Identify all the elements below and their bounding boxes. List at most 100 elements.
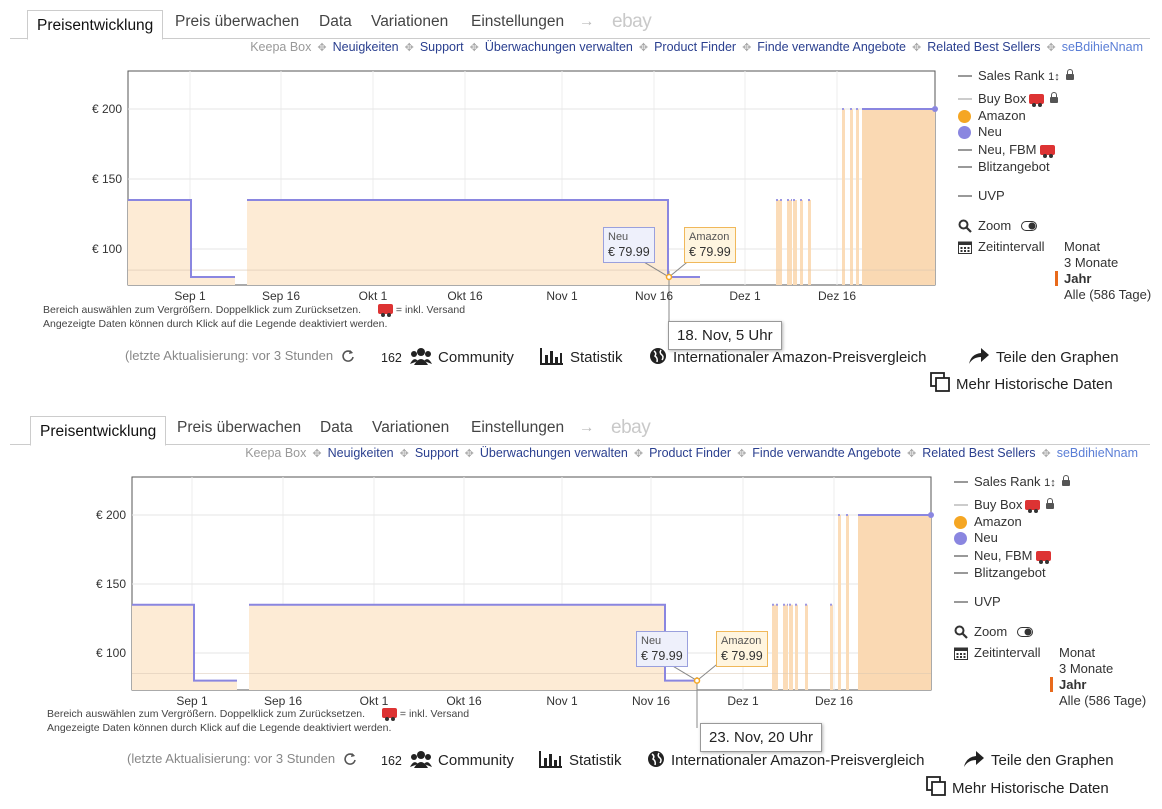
link-verwandte-angebote[interactable]: Finde verwandte Angebote (757, 40, 906, 54)
zeitintervall-label: Zeitintervall (978, 239, 1045, 254)
price-panel-1: Preisentwicklung Preis überwachen Data V… (0, 0, 1162, 400)
y-tick-label: € 200 (96, 508, 126, 522)
link-related-best-sellers[interactable]: Related Best Sellers (922, 446, 1036, 460)
area-burst (838, 515, 841, 690)
footer-bar: (letzte Aktualisierung: vor 3 Stunden 16… (0, 347, 1162, 393)
price-chart[interactable]: € 100 € 150 € 200 Sep 1 Sep 16 Okt 1 Okt 16 Nov… (0, 0, 1162, 330)
statistik-link[interactable]: Statistik (540, 347, 623, 366)
truck-icon (1025, 500, 1041, 513)
refresh-icon[interactable] (343, 752, 357, 766)
share-graph-label: Teile den Graphen (996, 349, 1119, 366)
truck-icon (377, 304, 393, 317)
link-related-best-sellers[interactable]: Related Best Sellers (927, 40, 1041, 54)
interval-jahr[interactable]: Jahr (1055, 271, 1091, 287)
lock-icon (1050, 92, 1059, 103)
neu-line (247, 199, 700, 279)
tab-ebay[interactable]: ebay (612, 11, 652, 32)
separator-icon: ✥ (469, 42, 479, 54)
link-verwandte-angebote[interactable]: Finde verwandte Angebote (752, 446, 901, 460)
statistik-link[interactable]: Statistik (539, 750, 622, 769)
tooltip-time: 23. Nov, 20 Uhr (700, 723, 822, 752)
link-product-finder[interactable]: Product Finder (649, 446, 732, 460)
x-tick-label: Dez 16 (815, 694, 853, 708)
link-neuigkeiten[interactable]: Neuigkeiten (332, 40, 399, 54)
help-shipping-note: = inkl. Versand (399, 708, 470, 720)
tab-data[interactable]: Data (319, 13, 352, 30)
lock-icon (1065, 69, 1074, 80)
amazon-point (693, 677, 701, 684)
legend-uvp-label: UVP (974, 594, 1001, 609)
interval-3-monate[interactable]: 3 Monate (1064, 255, 1119, 270)
tab-variationen[interactable]: Variationen (371, 13, 449, 30)
user-link[interactable]: seBdihieNnam (1061, 40, 1143, 54)
area-burst (842, 109, 845, 285)
link-product-finder[interactable]: Product Finder (654, 40, 737, 54)
tab-data[interactable]: Data (320, 419, 353, 436)
link-neuigkeiten[interactable]: Neuigkeiten (327, 446, 394, 460)
link-support[interactable]: Support (414, 446, 459, 460)
zeitintervall-label: Zeitintervall (974, 645, 1041, 660)
community-count: 162 (381, 351, 402, 365)
interval-jahr-label: Jahr (1059, 677, 1087, 692)
separator-icon: ✥ (633, 448, 644, 460)
tooltip-neu: Neu € 79.99 (636, 631, 688, 667)
share-graph-link[interactable]: Teile den Graphen (963, 750, 1114, 769)
legend-neu-label: Neu (978, 124, 1002, 139)
search-icon (958, 219, 972, 233)
help-line-2: Angezeigte Daten können durch Klick auf … (43, 318, 388, 330)
refresh-icon[interactable] (341, 349, 355, 363)
separator-icon: ✥ (399, 448, 409, 460)
community-label: Community (438, 349, 514, 366)
tab-bar: Preisentwicklung Preis überwachen Data V… (10, 10, 1150, 40)
x-tick-label: Okt 1 (360, 694, 389, 708)
tab-einstellungen[interactable]: Einstellungen (471, 419, 565, 436)
link-bar: Keepa Box ✥ Neuigkeiten ✥ Support ✥ Überwachun… (245, 446, 1138, 460)
y-tick-label: € 100 (92, 242, 122, 256)
community-link[interactable]: 162 Community (381, 347, 514, 366)
more-history-link[interactable]: Mehr Historische Daten (930, 372, 1113, 393)
tooltip-amazon: Amazon € 79.99 (716, 631, 768, 667)
more-history-link[interactable]: Mehr Historische Daten (926, 776, 1109, 797)
last-update-text: (letzte Aktualisierung: vor 3 Stunden (127, 751, 336, 766)
link-ueberwachungen[interactable]: Überwachungen verwalten (479, 446, 628, 460)
area-segment (858, 515, 931, 690)
link-support[interactable]: Support (419, 40, 464, 54)
interval-monat[interactable]: Monat (1064, 239, 1101, 254)
truck-icon (1029, 94, 1045, 107)
community-link[interactable]: 162 Community (381, 750, 514, 769)
separator-icon: ✥ (912, 42, 922, 54)
chart-help-text: Bereich auswählen zum Vergrößern. Doppel… (47, 707, 469, 735)
interval-jahr[interactable]: Jahr (1050, 677, 1086, 693)
interval-alle[interactable]: Alle (586 Tage) (1064, 287, 1152, 302)
area-segment (249, 604, 665, 690)
tab-variationen[interactable]: Variationen (372, 419, 450, 436)
tab-preis-ueberwachen[interactable]: Preis überwachen (177, 419, 302, 436)
keepa-box-link[interactable]: Keepa Box (250, 40, 312, 54)
share-graph-link[interactable]: Teile den Graphen (968, 347, 1119, 366)
tab-preis-ueberwachen[interactable]: Preis überwachen (175, 13, 300, 30)
arrow-icon: → (579, 13, 595, 30)
tab-ebay[interactable]: ebay (611, 417, 651, 438)
intl-comparison-link[interactable]: Internationaler Amazon-Preisvergleich (647, 750, 924, 769)
x-tick-label: Dez 1 (729, 289, 761, 303)
keepa-box-link[interactable]: Keepa Box (245, 446, 307, 460)
tab-einstellungen[interactable]: Einstellungen (471, 13, 565, 30)
interval-alle[interactable]: Alle (586 Tage) (1059, 693, 1147, 708)
neu-line (132, 603, 237, 682)
interval-3-monate[interactable]: 3 Monate (1059, 661, 1114, 676)
statistik-label: Statistik (570, 349, 623, 366)
intl-comparison-link[interactable]: Internationaler Amazon-Preisvergleich (649, 347, 926, 366)
user-link[interactable]: seBdihieNnam (1056, 446, 1138, 460)
area-burst (830, 604, 833, 690)
x-tick-label: Okt 16 (446, 694, 482, 708)
help-line-1: Bereich auswählen zum Vergrößern. Doppel… (47, 708, 366, 720)
legend-neu-fbm-label: Neu, FBM (974, 548, 1033, 563)
tab-preisentwicklung[interactable]: Preisentwicklung (30, 416, 167, 446)
tab-preisentwicklung[interactable]: Preisentwicklung (27, 10, 164, 40)
price-chart[interactable]: € 100 € 150 € 200 Sep 1 Sep 16 Okt 1 Okt 16 Nov… (0, 406, 1162, 736)
calendar-icon (958, 241, 972, 254)
link-ueberwachungen[interactable]: Überwachungen verwalten (484, 40, 633, 54)
x-tick-label: Dez 16 (818, 289, 856, 303)
interval-monat[interactable]: Monat (1059, 645, 1096, 660)
separator-icon: ✥ (638, 42, 649, 54)
